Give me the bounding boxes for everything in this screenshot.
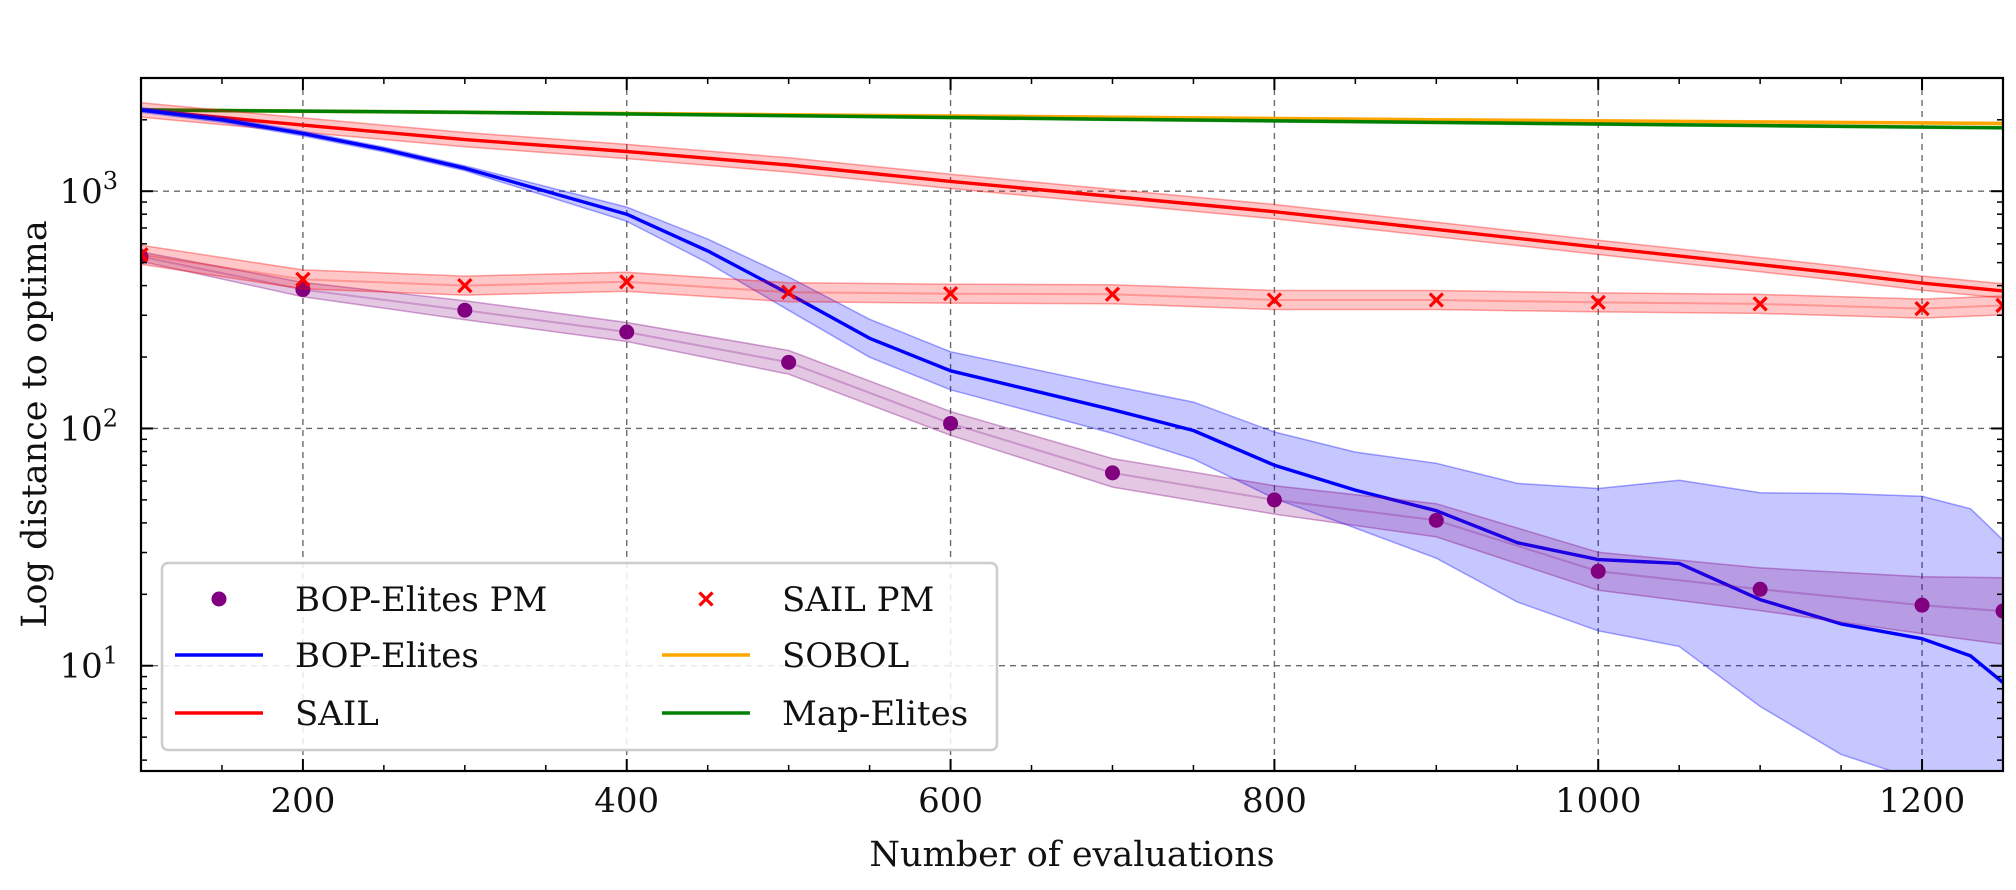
data-point — [141, 247, 149, 263]
series-sail — [141, 102, 2003, 299]
x-tick-label: 600 — [918, 781, 983, 821]
data-point — [1428, 292, 1444, 308]
data-point — [1914, 300, 1930, 317]
legend-label: SAIL PM — [782, 580, 934, 620]
data-point — [942, 286, 959, 302]
series-layer — [141, 102, 2003, 771]
legend-box — [160, 561, 999, 752]
legend: BOP-Elites PM SAIL PM BOP-Elites SOBOL SAIL M… — [160, 561, 999, 752]
x-axis-label: Number of evaluations — [869, 835, 1274, 875]
data-point — [295, 282, 311, 298]
data-point — [1266, 492, 1282, 508]
x-tick-label: 400 — [594, 781, 659, 821]
sail-pm-band — [141, 244, 2003, 319]
series-map-elites — [141, 108, 2003, 130]
legend-item-sobol: SOBOL — [662, 636, 909, 676]
legend-label: BOP-Elites PM — [295, 580, 547, 620]
legend-item-map-elites: Map-Elites — [662, 694, 968, 734]
data-point — [1104, 286, 1121, 302]
legend-item-bop-elites: BOP-Elites — [175, 636, 479, 676]
legend-label: SOBOL — [782, 636, 909, 676]
legend-item-sail-pm: SAIL PM — [698, 580, 934, 620]
legend-label: SAIL — [295, 694, 379, 734]
data-point — [457, 277, 473, 294]
data-point — [1752, 581, 1768, 597]
legend-item-bop-elites-pm: BOP-Elites PM — [211, 580, 547, 620]
data-point — [1428, 512, 1444, 528]
tick-labels: 200 400 600 800 1000 1200 101 102 103 — [59, 167, 1965, 821]
sail-line — [141, 108, 2003, 293]
data-point — [1995, 297, 2003, 314]
x-tick-label: 1000 — [1555, 781, 1642, 821]
legend-swatch — [211, 591, 227, 607]
y-axis-label: Log distance to optima — [15, 220, 55, 627]
ticks — [141, 78, 2003, 771]
data-point — [943, 415, 959, 431]
y-tick-label: 101 — [59, 642, 118, 687]
data-point — [295, 271, 311, 288]
x-tick-label: 1200 — [1879, 781, 1966, 821]
data-point — [1104, 465, 1120, 481]
y-tick-label: 103 — [59, 167, 118, 212]
data-point — [781, 284, 797, 300]
x-tick-label: 200 — [270, 781, 335, 821]
data-point — [1995, 603, 2003, 619]
legend-item-sail: SAIL — [175, 694, 379, 734]
data-point — [619, 324, 635, 340]
legend-label: Map-Elites — [782, 694, 968, 734]
legend-label: BOP-Elites — [295, 636, 479, 676]
bop-elites-pm-band — [141, 251, 2003, 646]
plot-frame — [139, 76, 2005, 773]
map-elites-line — [141, 108, 2003, 130]
data-point — [781, 354, 797, 370]
bop-elites-band — [141, 106, 2003, 771]
y-tick-label: 102 — [59, 404, 118, 449]
data-point — [619, 274, 635, 290]
data-point — [1266, 292, 1283, 308]
series-sail-pm — [141, 244, 2003, 319]
data-point — [1752, 296, 1768, 312]
legend-swatch — [698, 591, 714, 607]
data-point — [457, 302, 473, 318]
series-bop-elites — [141, 106, 2003, 771]
data-point — [1590, 563, 1606, 579]
data-point — [1590, 294, 1606, 310]
bop-elites-line — [141, 108, 2003, 684]
data-point — [1914, 597, 1930, 613]
x-tick-label: 800 — [1242, 781, 1307, 821]
